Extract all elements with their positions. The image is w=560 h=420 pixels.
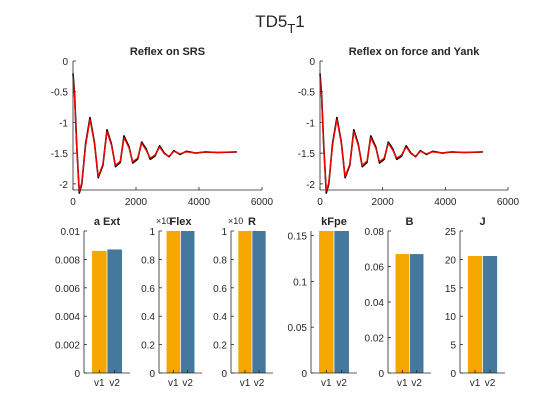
y-tick-label: 0.2	[213, 341, 227, 352]
y-tick-label: -1	[306, 118, 315, 129]
bar-v2	[252, 231, 266, 373]
y-tick-label: -0.5	[298, 88, 316, 99]
panel-title: Reflex on force and Yank	[349, 46, 481, 58]
x-tick-label: v1	[168, 378, 179, 389]
panel-title: B	[406, 216, 414, 228]
y-tick-label: 20	[445, 255, 457, 266]
y-tick-label: 5	[450, 341, 456, 352]
y-tick-label: 0.06	[365, 263, 385, 274]
y-tick-label: 0.006	[55, 284, 80, 295]
line-panel-2: 0 2000 4000 6000 0 -0.5 -1 -1.5 -2 Reflex on forc…	[298, 46, 520, 208]
bar-v2	[334, 231, 349, 373]
bar-v1	[467, 255, 483, 373]
x-tick-label: v1	[94, 378, 105, 389]
y-tick-label: -2	[306, 180, 315, 191]
y-tick-label: 0.8	[213, 255, 227, 266]
bar-v1	[395, 254, 410, 373]
y-tick-label: 0	[62, 57, 68, 68]
exponent-label: ×10	[156, 216, 171, 226]
y-tick-label: 0	[149, 369, 155, 380]
bar-panel-3: v1 v2 0 0.2 0.4 0.6 0.8 1×10 R	[213, 216, 273, 389]
exponent-label: ×10	[228, 216, 243, 226]
y-tick-label: -1.5	[298, 149, 316, 160]
panel-title: kFpe	[321, 216, 347, 228]
bar-panel-6: v1 v2 0 5 10 15 20 25 J	[445, 216, 505, 389]
y-tick-label: 1	[149, 227, 155, 238]
x-tick-label: v1	[240, 378, 251, 389]
x-tick-label: v2	[411, 378, 422, 389]
y-tick-label: 0	[450, 369, 456, 380]
y-tick-label: 0.1	[293, 277, 307, 288]
y-tick-label: 0.4	[213, 312, 227, 323]
y-tick-label: 0.15	[288, 232, 308, 243]
x-tick-label: 4000	[188, 197, 211, 208]
y-tick-label: 1	[221, 227, 227, 238]
bar-v1	[166, 231, 181, 373]
bar-v1	[238, 231, 252, 373]
bar-panel-4: v1 v2 0 0.05 0.1 0.15 kFpe	[288, 216, 357, 389]
y-tick-label: 0.05	[288, 323, 308, 334]
x-tick-label: v2	[485, 378, 496, 389]
y-tick-label: 0	[74, 369, 80, 380]
x-tick-label: 0	[317, 197, 323, 208]
y-tick-label: 0	[378, 369, 384, 380]
y-tick-label: 0.004	[55, 312, 80, 323]
y-tick-label: 10	[445, 312, 457, 323]
y-tick-label: 0.4	[141, 312, 155, 323]
bar-panel-1: v1 v2 0 0.002 0.004 0.006 0.008 0.01 a Ext	[55, 216, 130, 389]
x-tick-label: v2	[109, 378, 120, 389]
series-line-model	[72, 76, 237, 192]
series-line-model	[319, 76, 483, 192]
bar-v2	[482, 255, 498, 373]
y-tick-label: 0.08	[365, 227, 385, 238]
line-panel-1: 0 2000 4000 6000 0 -0.5 -1 -1.5 -2 Reflex on SRS	[51, 46, 274, 208]
bar-v1	[319, 231, 334, 373]
x-tick-label: v1	[321, 378, 332, 389]
x-tick-label: v2	[254, 378, 265, 389]
y-tick-label: 0	[309, 57, 315, 68]
y-tick-label: 0.04	[365, 298, 385, 309]
y-tick-label: 0	[301, 369, 307, 380]
bar-v1	[92, 250, 107, 373]
figure-title: TD5T1	[255, 12, 305, 36]
y-tick-label: -1	[59, 118, 68, 129]
x-tick-label: 4000	[434, 197, 457, 208]
panel-title: R	[248, 216, 256, 228]
bar-v2	[409, 254, 424, 373]
x-tick-label: v1	[470, 378, 481, 389]
x-tick-label: 6000	[251, 197, 274, 208]
y-tick-label: 0	[221, 369, 227, 380]
y-tick-label: 0.002	[55, 341, 80, 352]
panel-title: Reflex on SRS	[130, 46, 205, 58]
x-tick-label: v2	[336, 378, 347, 389]
panel-title: J	[479, 216, 485, 228]
y-tick-label: -2	[59, 180, 68, 191]
panel-title: a Ext	[94, 216, 121, 228]
y-tick-label: -0.5	[51, 88, 69, 99]
bar-v2	[180, 231, 195, 373]
panel-title: Flex	[169, 216, 192, 228]
x-tick-label: 6000	[497, 197, 520, 208]
x-tick-label: 2000	[125, 197, 148, 208]
x-tick-label: 0	[70, 197, 76, 208]
y-tick-label: 0.01	[61, 227, 81, 238]
y-tick-label: 0.8	[141, 255, 155, 266]
y-tick-label: 0.008	[55, 255, 80, 266]
y-tick-label: 0.2	[141, 341, 155, 352]
y-tick-label: 25	[445, 227, 457, 238]
y-tick-label: 0.6	[213, 284, 227, 295]
y-tick-label: -1.5	[51, 149, 69, 160]
bar-v2	[107, 249, 122, 373]
y-tick-label: 0.6	[141, 284, 155, 295]
x-tick-label: v1	[397, 378, 408, 389]
y-tick-label: 0.02	[365, 334, 385, 345]
x-tick-label: v2	[182, 378, 193, 389]
y-tick-label: 15	[445, 284, 457, 295]
bar-panel-5: v1 v2 0 0.02 0.04 0.06 0.08 B	[365, 216, 431, 389]
x-tick-label: 2000	[372, 197, 395, 208]
